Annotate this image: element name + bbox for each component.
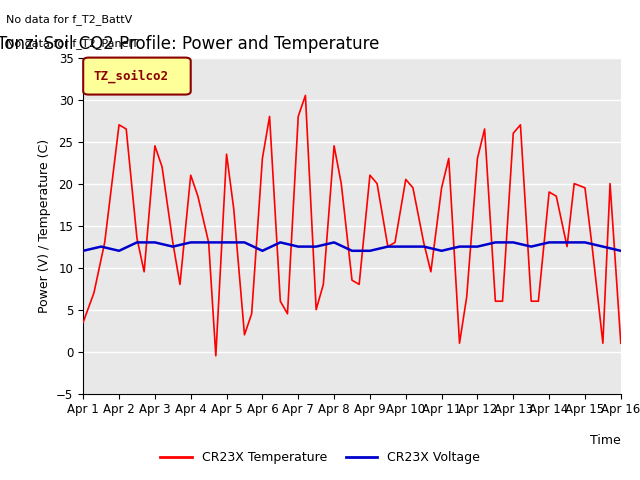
FancyBboxPatch shape [83,58,191,95]
Y-axis label: Power (V) / Temperature (C): Power (V) / Temperature (C) [38,139,51,312]
Text: No data for f_T2_PanelT: No data for f_T2_PanelT [6,38,139,49]
Text: No data for f_T2_BattV: No data for f_T2_BattV [6,14,132,25]
Text: TZ_soilco2: TZ_soilco2 [94,70,169,83]
Legend: CR23X Temperature, CR23X Voltage: CR23X Temperature, CR23X Voltage [156,446,484,469]
Text: Time: Time [590,434,621,447]
Text: Tonzi Soil CO2 Profile: Power and Temperature: Tonzi Soil CO2 Profile: Power and Temper… [0,35,379,53]
